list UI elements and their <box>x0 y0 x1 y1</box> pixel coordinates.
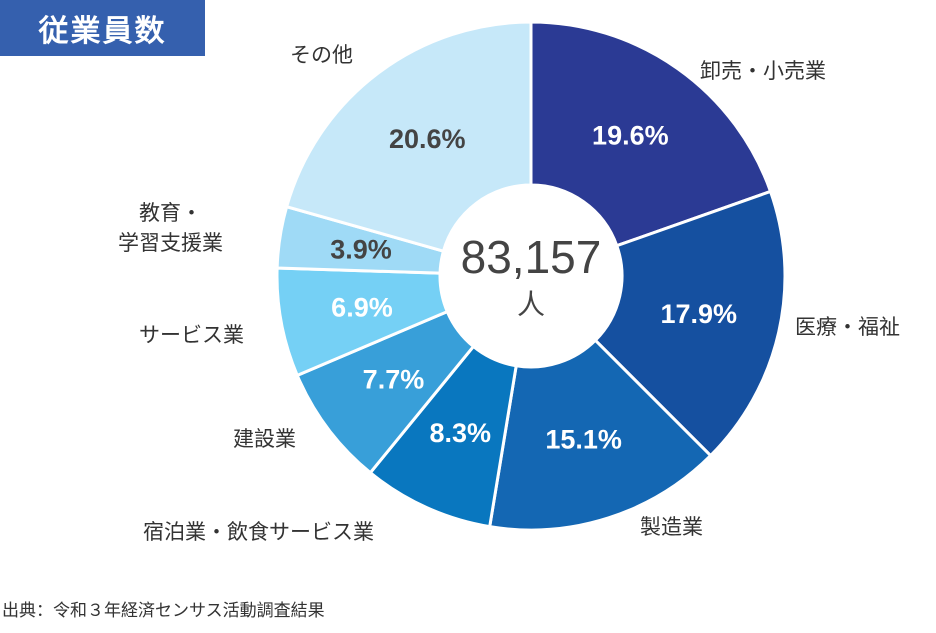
percent-label: 6.9% <box>331 293 393 323</box>
percent-label: 7.7% <box>363 364 425 394</box>
slice-2 <box>487 338 713 532</box>
category-label: サービス業 <box>139 323 244 347</box>
center-unit: 人 <box>517 288 545 321</box>
percent-label: 20.6% <box>389 124 466 154</box>
percent-label: 19.6% <box>592 121 669 151</box>
percent-label: 17.9% <box>660 299 737 329</box>
source-note: 出典：令和３年経済センサス活動調査結果 <box>2 601 325 621</box>
percent-label: 8.3% <box>429 418 491 448</box>
category-label: その他 <box>290 43 353 67</box>
slice-7 <box>284 20 533 254</box>
chart-title: 従業員数 <box>0 0 205 56</box>
category-label: 医療・福祉 <box>795 315 900 339</box>
category-label: 製造業 <box>640 515 703 539</box>
center-value: 83,157 <box>461 231 602 283</box>
slice-0 <box>529 20 773 248</box>
percent-label: 15.1% <box>545 425 622 455</box>
category-label: 卸売・小売業 <box>700 59 826 83</box>
category-label: 教育・ 学習支援業 <box>118 201 223 255</box>
category-label: 宿泊業・飲食サービス業 <box>143 520 374 544</box>
slice-1 <box>593 189 787 458</box>
percent-label: 3.9% <box>330 235 392 265</box>
category-label: 建設業 <box>233 427 296 451</box>
